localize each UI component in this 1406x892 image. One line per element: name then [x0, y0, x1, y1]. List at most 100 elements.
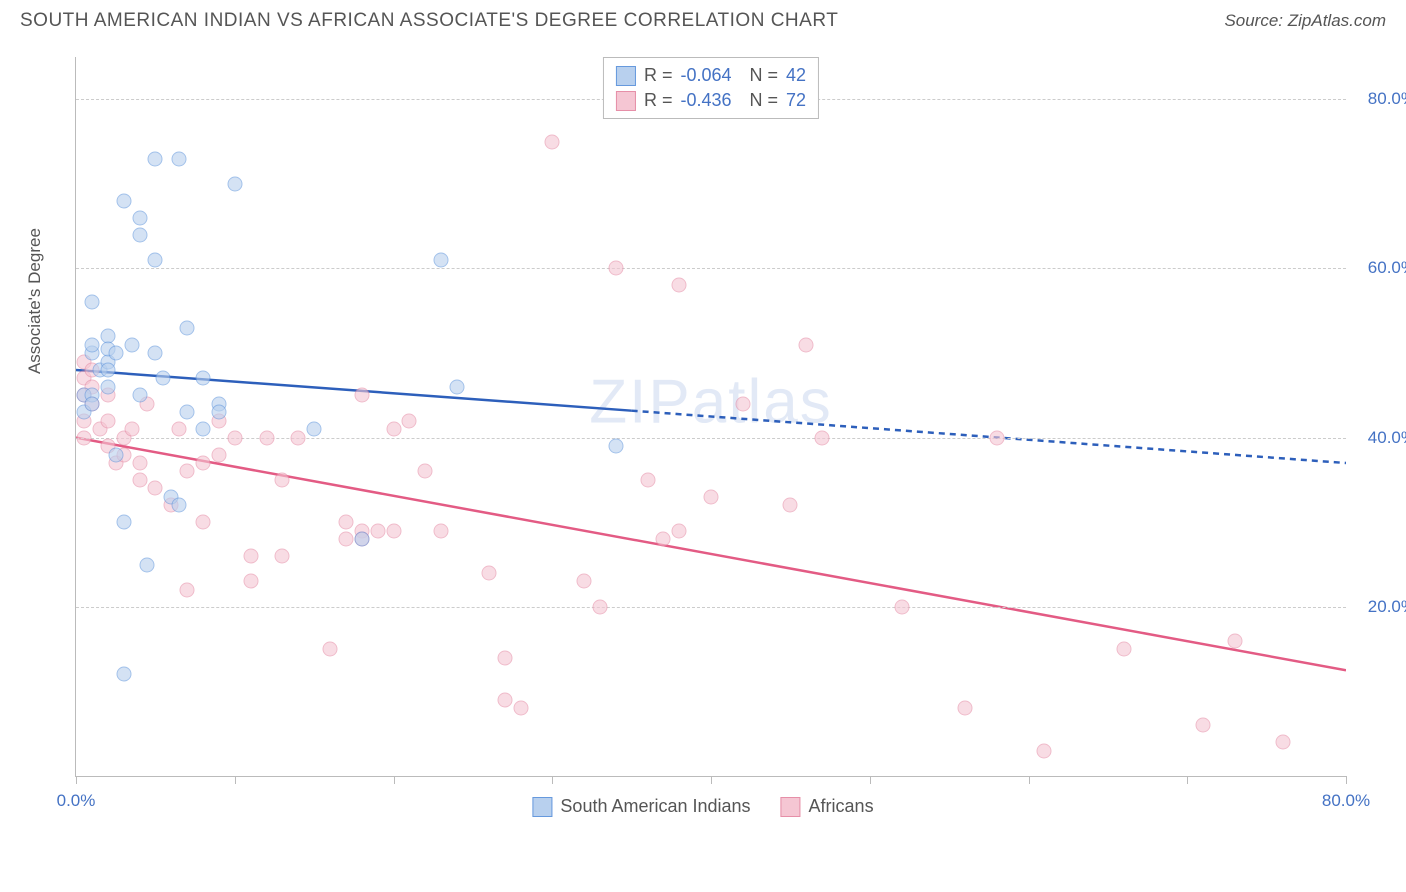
scatter-point-pink: [418, 464, 433, 479]
scatter-point-pink: [513, 701, 528, 716]
legend-series: South American Indians Africans: [532, 796, 873, 817]
scatter-point-pink: [577, 574, 592, 589]
scatter-point-pink: [1116, 642, 1131, 657]
watermark: ZIPatlas: [589, 367, 832, 438]
legend-swatch-pink: [616, 91, 636, 111]
scatter-point-blue: [307, 422, 322, 437]
scatter-point-blue: [84, 337, 99, 352]
scatter-point-blue: [172, 151, 187, 166]
ytick-label: 80.0%: [1356, 89, 1406, 109]
legend-n-label: N =: [750, 90, 779, 111]
scatter-point-pink: [196, 515, 211, 530]
scatter-point-pink: [656, 532, 671, 547]
scatter-point-blue: [148, 253, 163, 268]
scatter-point-blue: [196, 371, 211, 386]
scatter-point-pink: [354, 388, 369, 403]
scatter-point-blue: [116, 193, 131, 208]
scatter-point-pink: [275, 549, 290, 564]
scatter-point-pink: [735, 396, 750, 411]
scatter-point-pink: [1227, 633, 1242, 648]
legend-row-pink: R = -0.436 N = 72: [616, 88, 806, 113]
scatter-point-blue: [172, 498, 187, 513]
xtick: [870, 776, 871, 784]
plot-area: ZIPatlas R = -0.064 N = 42 R = -0.436 N …: [75, 57, 1346, 777]
scatter-point-pink: [386, 523, 401, 538]
legend-n-blue: 42: [786, 65, 806, 86]
scatter-point-blue: [180, 405, 195, 420]
scatter-point-pink: [323, 642, 338, 657]
scatter-point-blue: [211, 405, 226, 420]
scatter-point-pink: [783, 498, 798, 513]
gridline: [76, 607, 1346, 608]
legend-r-blue: -0.064: [680, 65, 731, 86]
scatter-point-pink: [481, 565, 496, 580]
scatter-point-blue: [84, 295, 99, 310]
scatter-point-pink: [1196, 718, 1211, 733]
scatter-point-blue: [100, 362, 115, 377]
legend-label-pink: Africans: [809, 796, 874, 817]
xtick: [711, 776, 712, 784]
ytick-label: 40.0%: [1356, 428, 1406, 448]
scatter-point-pink: [100, 413, 115, 428]
legend-item-blue: South American Indians: [532, 796, 750, 817]
scatter-point-pink: [815, 430, 830, 445]
scatter-point-pink: [704, 489, 719, 504]
legend-r-pink: -0.436: [680, 90, 731, 111]
scatter-point-pink: [958, 701, 973, 716]
scatter-point-pink: [243, 574, 258, 589]
legend-n-label: N =: [750, 65, 779, 86]
scatter-point-pink: [1037, 743, 1052, 758]
scatter-point-blue: [132, 210, 147, 225]
legend-item-pink: Africans: [781, 796, 874, 817]
scatter-point-pink: [386, 422, 401, 437]
legend-swatch-blue: [616, 66, 636, 86]
scatter-point-pink: [275, 472, 290, 487]
xtick: [1187, 776, 1188, 784]
scatter-point-pink: [545, 134, 560, 149]
scatter-point-pink: [132, 472, 147, 487]
scatter-point-pink: [211, 447, 226, 462]
xtick-label: 0.0%: [57, 791, 96, 811]
ytick-label: 60.0%: [1356, 258, 1406, 278]
scatter-point-blue: [148, 151, 163, 166]
xtick: [1029, 776, 1030, 784]
legend-n-pink: 72: [786, 90, 806, 111]
scatter-point-blue: [354, 532, 369, 547]
legend-r-label: R =: [644, 90, 673, 111]
xtick: [1346, 776, 1347, 784]
scatter-point-blue: [132, 227, 147, 242]
scatter-point-pink: [1275, 735, 1290, 750]
scatter-point-pink: [672, 278, 687, 293]
scatter-point-pink: [148, 481, 163, 496]
scatter-point-pink: [497, 692, 512, 707]
xtick: [394, 776, 395, 784]
scatter-point-pink: [180, 582, 195, 597]
scatter-point-pink: [497, 650, 512, 665]
scatter-point-pink: [370, 523, 385, 538]
scatter-point-pink: [338, 515, 353, 530]
scatter-point-pink: [132, 456, 147, 471]
xtick: [552, 776, 553, 784]
scatter-point-blue: [108, 346, 123, 361]
legend-swatch-icon: [532, 797, 552, 817]
scatter-point-blue: [434, 253, 449, 268]
scatter-point-blue: [148, 346, 163, 361]
scatter-point-pink: [434, 523, 449, 538]
scatter-point-blue: [116, 515, 131, 530]
scatter-point-blue: [108, 447, 123, 462]
scatter-point-pink: [227, 430, 242, 445]
scatter-point-pink: [291, 430, 306, 445]
scatter-point-pink: [894, 599, 909, 614]
scatter-point-blue: [227, 176, 242, 191]
scatter-point-blue: [116, 667, 131, 682]
scatter-point-pink: [402, 413, 417, 428]
legend-r-label: R =: [644, 65, 673, 86]
scatter-point-blue: [196, 422, 211, 437]
chart-title: SOUTH AMERICAN INDIAN VS AFRICAN ASSOCIA…: [20, 10, 838, 32]
scatter-point-blue: [124, 337, 139, 352]
scatter-point-pink: [672, 523, 687, 538]
scatter-point-pink: [592, 599, 607, 614]
scatter-point-pink: [76, 430, 91, 445]
scatter-point-pink: [124, 422, 139, 437]
xtick: [235, 776, 236, 784]
